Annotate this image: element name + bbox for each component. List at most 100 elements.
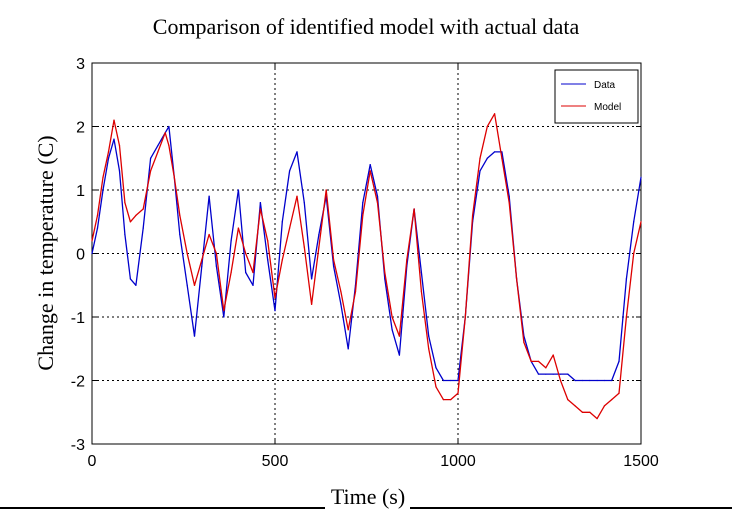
series-model-segment [523,341,532,363]
series-model-segment [310,246,320,305]
series-model-segment [450,392,459,401]
series-model-segment [118,144,126,204]
series-data-segment [135,227,144,286]
series-data-segment [501,151,510,197]
series-model-segment [347,290,357,331]
series-data-segment [296,151,305,204]
series-model-segment [420,290,430,350]
y-tick-label: -1 [71,310,85,327]
series-data-segment [428,335,437,369]
series-data-segment [435,367,445,382]
series-model-segment [574,405,584,413]
series-model-segment [318,189,327,248]
series-data-segment [164,125,170,134]
y-tick-label: -2 [71,374,85,391]
series-data-segment [611,360,620,382]
series-model-segment [589,411,598,420]
series-data-segment [215,265,225,318]
series-data-segment [384,278,393,331]
series-data-segment [420,271,430,337]
series-model-segment [406,208,415,261]
series-model-segment [164,132,170,147]
series-model-segment [413,208,423,293]
series-model-segment [288,195,298,229]
series-model-segment [354,214,364,293]
series-data-segment [303,202,313,280]
legend-box [554,69,639,124]
series-model-segment [193,259,203,286]
series-model-segment [223,271,232,312]
series-data-segment [96,189,104,229]
series-model-segment [281,227,291,261]
series-model-segment [369,170,379,204]
series-data-segment [471,170,481,223]
series-model-segment [435,386,445,401]
series-data-segment [369,163,379,197]
series-model-segment [625,252,635,318]
series-data-segment [107,138,115,159]
series-model-segment [230,227,240,274]
series-model-segment [245,252,254,274]
series-model-segment [173,176,181,217]
series-data-segment [124,233,132,280]
series-model-segment [186,252,196,286]
series-model-segment [603,398,613,407]
series-data-segment [391,329,401,356]
series-data-segment [91,227,99,255]
series-data-segment [245,271,254,286]
tick-labels: -3 -2 -1 0 1 2 3 0 500 1000 1500 [71,56,659,470]
legend-label-data: Data [594,80,616,91]
series-data-segment [486,151,496,159]
y-axis-label: Change in temperature (C) [33,135,58,370]
series-model-segment [384,271,393,318]
series-data-segment [149,144,159,159]
series-model-segment [168,144,175,178]
x-tick-label: 1500 [623,453,659,470]
series-model [91,113,642,420]
axis-ticks [91,62,642,445]
series-data-segment [618,278,628,363]
series-layer [91,113,642,420]
series-model-segment [274,259,283,299]
y-tick-label: -3 [71,437,85,454]
series-data-segment [281,170,291,223]
series-model-segment [501,157,510,204]
series-model-segment [559,379,569,401]
series-model-segment [91,214,99,242]
series-data-segment [186,284,196,337]
series-model-segment [567,398,576,407]
series-model-segment [552,354,562,382]
series-model-segment [457,316,466,394]
series-data-segment [274,221,283,312]
series-data-segment [340,303,349,350]
series-model-segment [252,208,262,274]
series-model-segment [142,170,152,210]
series-data-segment [567,373,576,382]
x-tick-label: 0 [88,453,97,470]
series-data-segment [479,157,488,172]
series-data-segment [354,202,364,286]
series-data-segment [129,278,137,286]
series-data-segment [310,233,320,280]
y-tick-label: 0 [76,247,85,264]
series-model-segment [486,113,496,128]
series-data-segment [332,265,342,305]
x-axis-label: Time (s) [331,484,405,509]
series-data-segment [118,170,126,236]
series-model-segment [332,259,342,293]
series-model-segment [124,202,132,223]
series-data-segment [633,176,642,223]
series-model-segment [611,392,620,401]
series-model-segment [102,151,110,178]
y-tick-label: 1 [76,183,85,200]
series-model-segment [464,214,474,318]
series-model-segment [303,246,313,305]
legend-label-model: Model [594,102,621,113]
series-model-segment [259,208,269,242]
series-model-segment [267,240,276,299]
series-model-segment [157,132,166,153]
chart-title: Comparison of identified model with actu… [153,14,580,39]
series-model-segment [215,252,225,312]
grid-lines [92,63,641,444]
series-model-segment [96,176,104,217]
